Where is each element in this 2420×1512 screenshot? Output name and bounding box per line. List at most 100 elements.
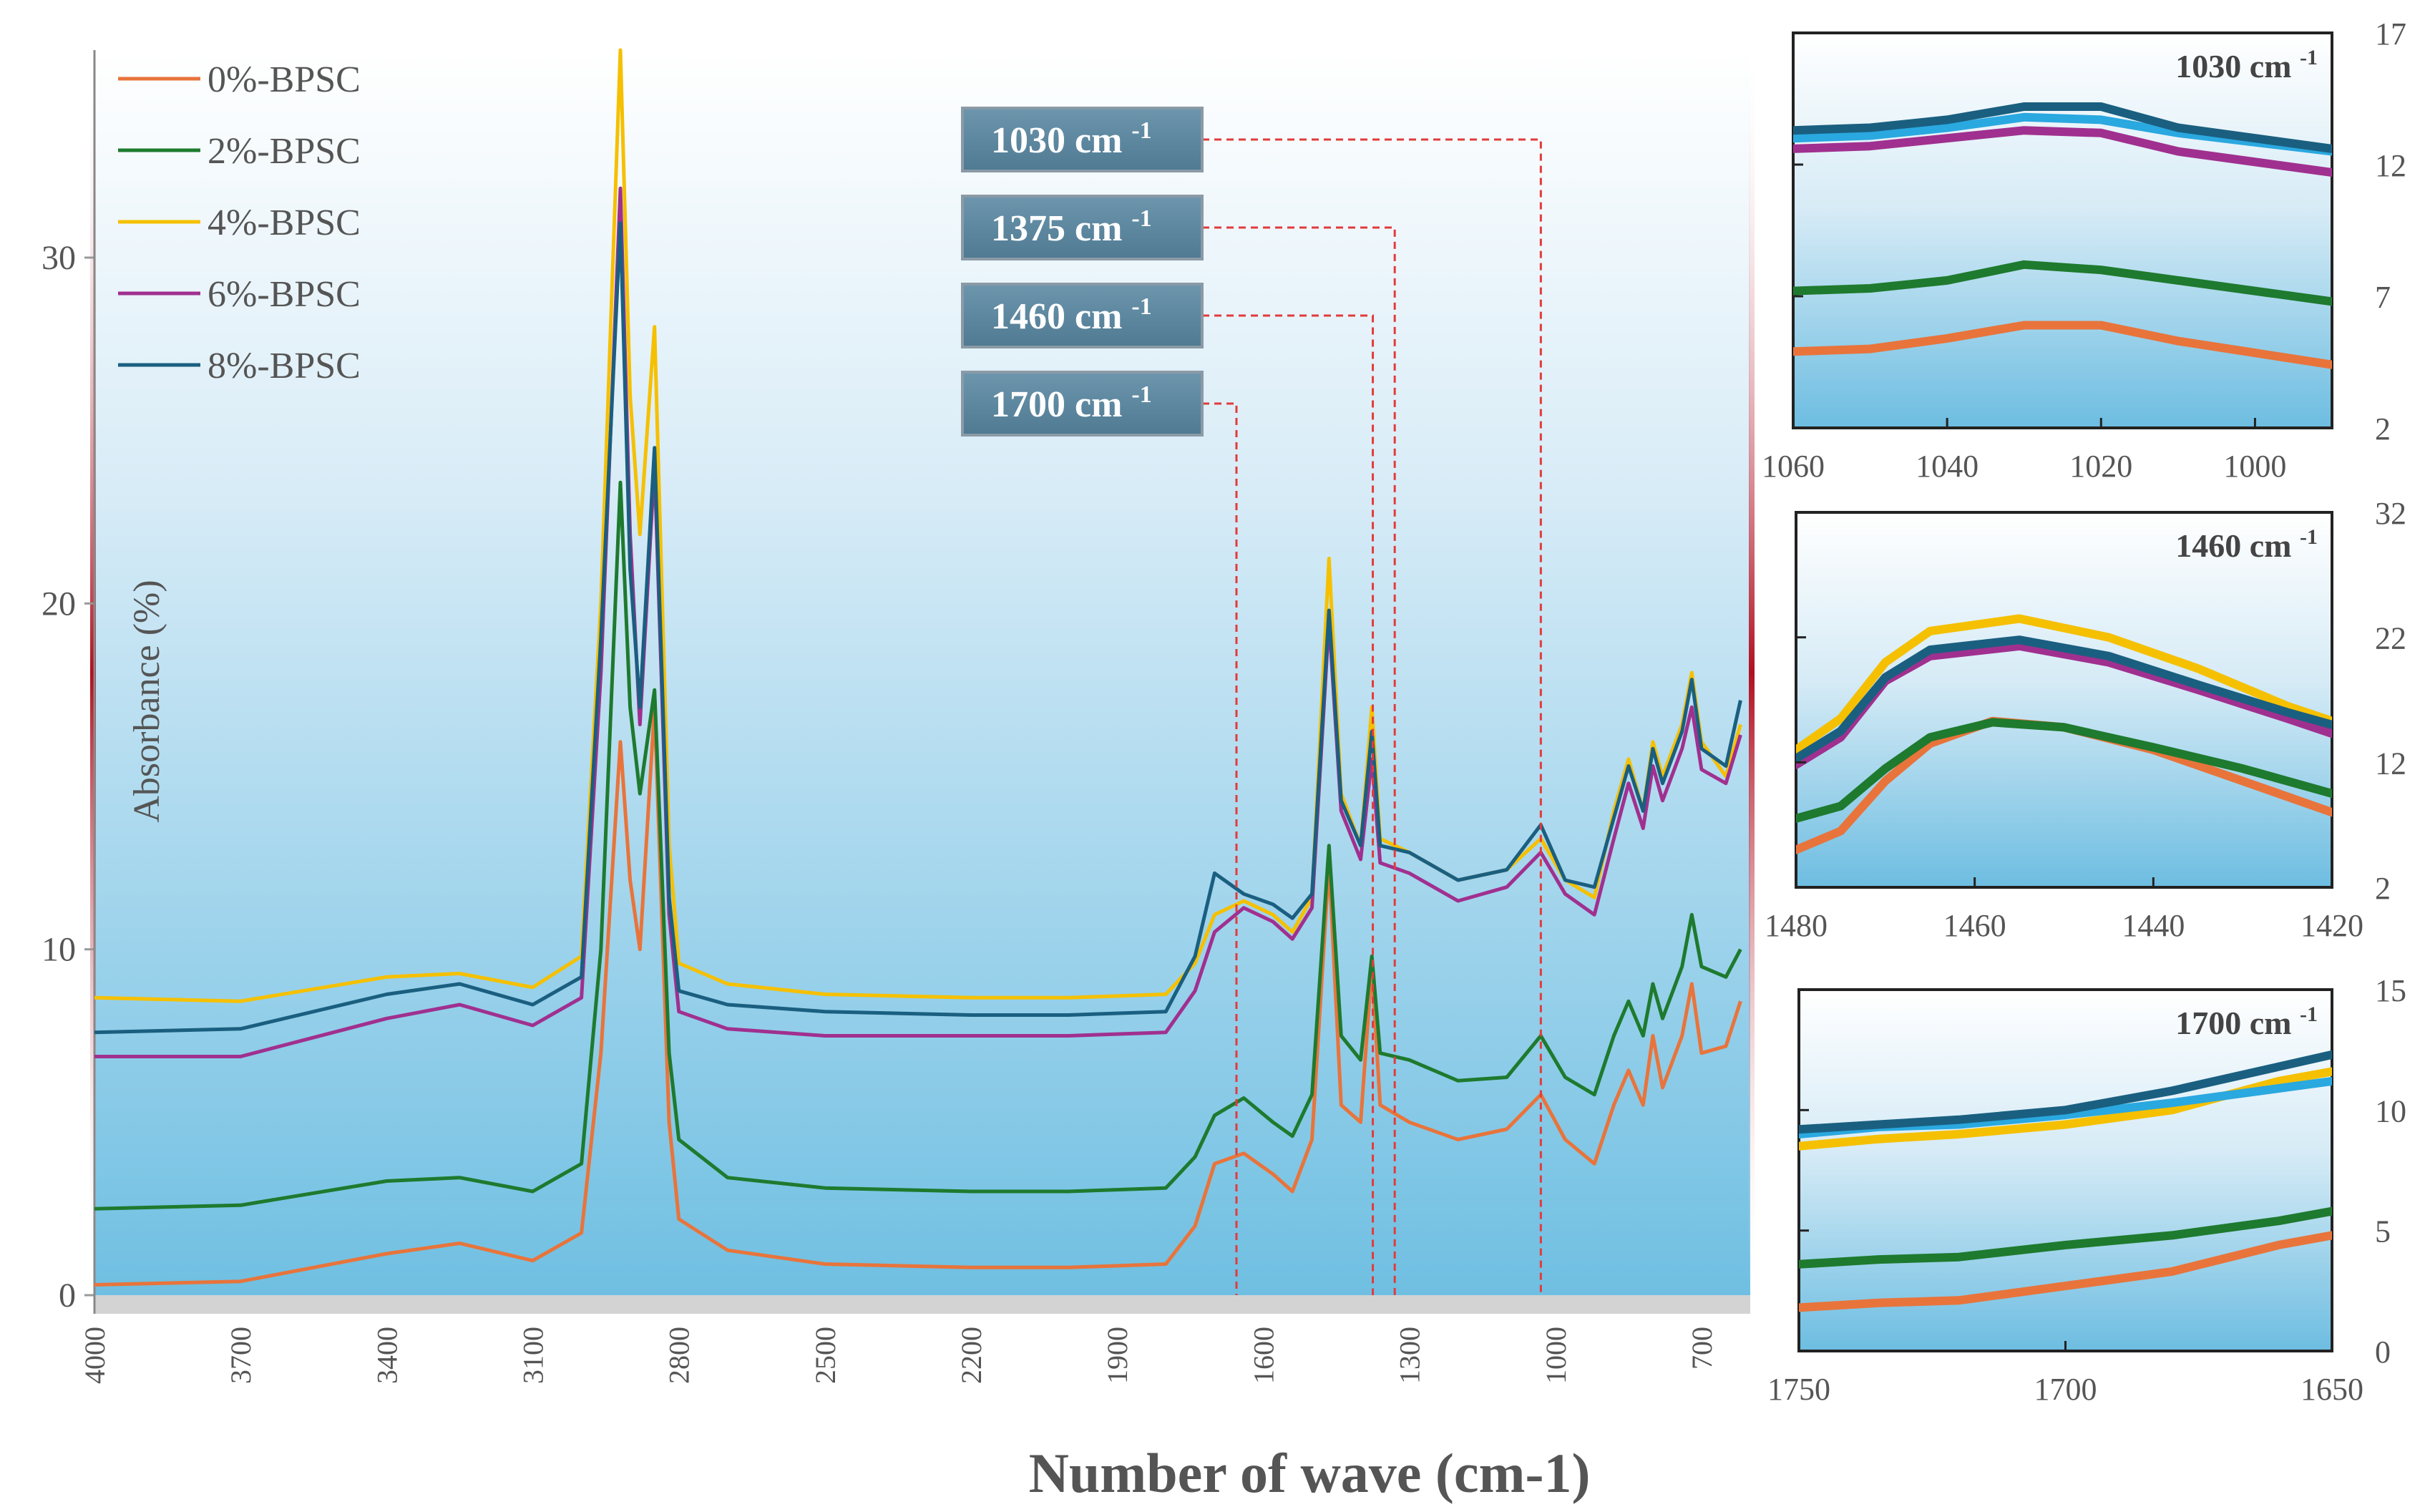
callout-leader-1375-cm: [1202, 226, 1396, 1295]
inset-1460-panel: 1460 cm -1 1480 1460 1440 1420 32 22 12 2: [1765, 496, 2406, 943]
y-tick-label-30: 30: [42, 239, 76, 277]
main-annotations: 1030 cm -1 1375 cm -1 1460 cm -1 1700 cm -1: [961, 107, 1542, 1295]
inset-1700-series-4-bpsc: [1799, 1067, 2332, 1151]
x-tick-label-2500: 2500: [809, 1327, 841, 1384]
x-tick-label-1600: 1600: [1247, 1327, 1279, 1384]
callout-superscript: -1: [1131, 117, 1151, 144]
legend-label-2-bpsc: 2%-BPSC: [208, 131, 361, 172]
inset-1460-series-8-bpsc: [1796, 635, 2332, 764]
inset-1030-panel: 1030 cm -1 1060 1040 1020 1000 17 12 7 2: [1762, 16, 2406, 484]
inset-1700-y-tick-0: 0: [2375, 1335, 2391, 1370]
inset-1700-y-tick-15: 15: [2375, 973, 2406, 1008]
inset-1700-x-tick-1650: 1650: [2301, 1372, 2363, 1407]
inset-1700-y-tick-5: 5: [2375, 1214, 2391, 1249]
inset-1030-series-group: [1793, 102, 2332, 369]
legend-label-0-bpsc: 0%-BPSC: [208, 59, 361, 100]
inset-1460-x-tick-1440: 1440: [2122, 908, 2185, 943]
callout-superscript: -1: [1131, 205, 1151, 232]
x-tick-label-2200: 2200: [955, 1327, 987, 1384]
inset-1460-series-2-bpsc: [1796, 718, 2332, 823]
inset-1030-y-tick-7: 7: [2375, 280, 2391, 315]
x-tick-label-3400: 3400: [371, 1327, 403, 1384]
inset-1460-y-tick-32: 32: [2375, 496, 2406, 531]
inset-1700-title-superscript: -1: [2300, 1003, 2318, 1026]
inset-1460-x-tick-1480: 1480: [1765, 908, 1828, 943]
callout-box-1030-cm: [961, 107, 1204, 172]
inset-1700-title: 1700 cm -1: [2175, 1003, 2318, 1041]
inset-1030-series-4-bpsc: [1793, 112, 2332, 156]
inset-1460-title-superscript: -1: [2300, 525, 2318, 549]
x-tick-label-3100: 3100: [517, 1327, 550, 1384]
inset-1700-series-group: [1799, 1050, 2332, 1312]
callout-superscript: -1: [1131, 293, 1151, 320]
series-line-2-bpsc: [94, 480, 1742, 1211]
inset-1700-series-0-bpsc: [1799, 1231, 2332, 1312]
inset-1030-series-6-bpsc: [1793, 126, 2332, 177]
x-tick-label-4000: 4000: [79, 1327, 111, 1384]
inset-1460-y-tick-2: 2: [2375, 871, 2391, 906]
inset-1700-y-tick-10: 10: [2375, 1093, 2406, 1128]
inset-1700-panel: 1700 cm -1 1750 1700 1650 15 10 5 0: [1767, 973, 2406, 1407]
x-tick-label-1300: 1300: [1394, 1327, 1426, 1384]
inset-1030-x-tick-1020: 1020: [2069, 449, 2132, 484]
y-tick-label-0: 0: [59, 1277, 76, 1315]
y-tick-label-20: 20: [42, 585, 76, 623]
y-axis-title: Absorbance (%): [127, 580, 167, 822]
inset-1700-frame: [1797, 988, 2333, 1352]
main-plot-area: [94, 50, 1750, 1295]
inset-1030-series-0-bpsc: [1793, 321, 2332, 369]
inset-1460-series-group: [1796, 614, 2332, 854]
main-series-group: [94, 48, 1742, 1287]
legend: 0%-BPSC 2%-BPSC 4%-BPSC 6%-BPSC 8%-BPSC: [118, 59, 361, 386]
inset-1030-series-8-bpsc: [1793, 102, 2332, 153]
x-tick-label-1000: 1000: [1540, 1327, 1572, 1384]
inset-1030-title: 1030 cm -1: [2175, 46, 2318, 84]
callout-box-1375-cm: [961, 195, 1204, 260]
x-tick-label-3700: 3700: [225, 1327, 257, 1384]
left-wall-edge: [90, 50, 96, 1295]
main-plot-floor: [94, 1295, 1750, 1314]
callout-label-1030-cm: 1030 cm -1: [991, 117, 1152, 161]
legend-label-6-bpsc: 6%-BPSC: [208, 274, 361, 315]
legend-label-4-bpsc: 4%-BPSC: [208, 203, 361, 243]
inset-1030-x-tick-1040: 1040: [1916, 449, 1979, 484]
y-tick-label-10: 10: [42, 931, 76, 969]
inset-1030-x-tick-1060: 1060: [1762, 449, 1825, 484]
inset-1030-y-tick-2: 2: [2375, 411, 2391, 447]
callout-box-1460-cm: [961, 283, 1204, 348]
callout-label-1700-cm: 1700 cm -1: [991, 381, 1152, 425]
inset-1700-series-2-bpsc: [1799, 1206, 2332, 1269]
inset-1460-series-4-bpsc: [1796, 614, 2332, 754]
inset-1460-title: 1460 cm -1: [2175, 525, 2318, 564]
x-axis-title: Number of wave (cm-1): [1029, 1442, 1591, 1504]
x-tick-label-1900: 1900: [1101, 1327, 1133, 1384]
legend-label-8-bpsc: 8%-BPSC: [208, 346, 361, 386]
x-tick-label-700: 700: [1686, 1327, 1718, 1370]
series-line-0-bpsc: [94, 705, 1742, 1287]
right-wall-edge: [1749, 50, 1755, 1295]
callout-label-1460-cm: 1460 cm -1: [991, 293, 1152, 337]
inset-1460-y-tick-22: 22: [2375, 621, 2406, 656]
callout-label-1375-cm: 1375 cm -1: [991, 205, 1152, 249]
inset-1700-x-tick-1700: 1700: [2034, 1372, 2097, 1407]
series-line-8-bpsc: [94, 221, 1742, 1035]
inset-1030-y-tick-17: 17: [2375, 16, 2406, 52]
inset-1700-x-tick-1750: 1750: [1767, 1372, 1830, 1407]
main-axes: 0 10 20 30 4000 3700 3400 3100 2800 2500 2200 1900 1…: [42, 50, 1718, 1384]
callout-leader-1460-cm: [1202, 314, 1375, 1295]
x-tick-label-2800: 2800: [663, 1327, 696, 1384]
inset-1700-series-8-bpsc: [1799, 1050, 2332, 1134]
callout-superscript: -1: [1131, 381, 1151, 408]
inset-1030-frame: [1792, 31, 2333, 429]
callout-leader-1030-cm: [1202, 138, 1542, 1295]
inset-1030-title-superscript: -1: [2300, 46, 2318, 69]
inset-1030-series-2-bpsc: [1793, 260, 2332, 306]
inset-1460-y-tick-12: 12: [2375, 746, 2406, 781]
inset-1030-y-tick-12: 12: [2375, 148, 2406, 183]
inset-1460-x-tick-1420: 1420: [2301, 908, 2363, 943]
inset-1030-x-tick-1000: 1000: [2223, 449, 2286, 484]
inset-1460-x-tick-1460: 1460: [1943, 908, 2006, 943]
callout-box-1700-cm: [961, 371, 1204, 436]
